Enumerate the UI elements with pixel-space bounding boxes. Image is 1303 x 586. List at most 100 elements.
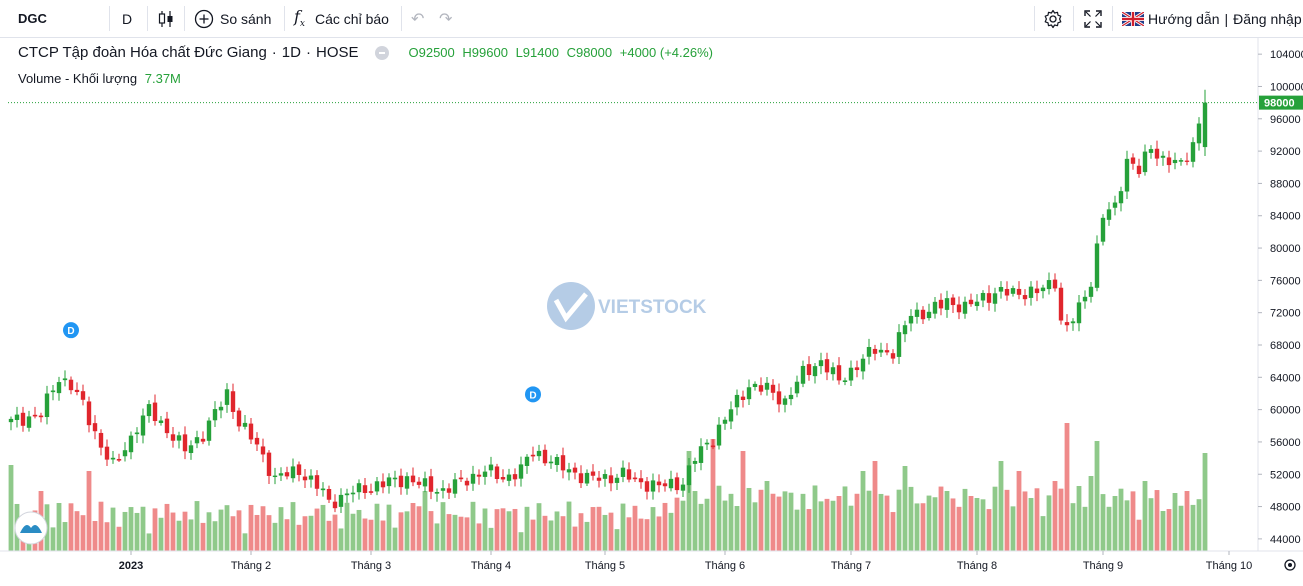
candle-body — [1190, 142, 1196, 162]
candle-body — [794, 381, 800, 394]
candle-body — [992, 293, 998, 304]
close-value: C98000 — [566, 45, 613, 60]
volume-bar — [1106, 506, 1112, 551]
candle-body — [770, 384, 776, 393]
volume-bar — [602, 514, 608, 551]
volume-bar — [746, 487, 752, 551]
volume-bar — [824, 498, 830, 551]
candle-body — [638, 478, 644, 483]
volume-bar — [488, 527, 494, 551]
volume-bar — [734, 506, 740, 551]
candle-body — [938, 299, 944, 309]
interval-button[interactable]: D — [122, 10, 133, 27]
symbol-field[interactable]: DGC — [18, 11, 47, 26]
company-name: CTCP Tập đoàn Hóa chất Đức Giang — [18, 44, 267, 61]
plus-circle-icon — [194, 9, 214, 28]
volume-bar — [614, 529, 620, 551]
volume-bar — [662, 502, 668, 551]
candle-body — [326, 489, 332, 500]
volume-bar — [224, 505, 230, 551]
settings-button[interactable] — [1043, 0, 1063, 37]
legend-dot: · — [305, 44, 311, 61]
x-tick-label: Tháng 6 — [705, 560, 745, 572]
redo-icon[interactable]: ↷ — [439, 10, 453, 28]
collapse-minus-icon[interactable] — [374, 45, 389, 60]
x-tick-label: Tháng 10 — [1206, 560, 1252, 572]
top-toolbar: DGC D So sánh fx Các chỉ báo ↶ ↷ — [0, 0, 1303, 38]
candle-body — [752, 383, 758, 388]
high-value: H99600 — [462, 45, 508, 60]
volume-bar — [404, 511, 410, 551]
volume-bar — [530, 519, 536, 551]
candle-body — [290, 466, 296, 479]
volume-bar — [566, 501, 572, 551]
volume-bar — [254, 514, 260, 551]
volume-bar — [800, 493, 806, 551]
candle-body — [200, 438, 206, 442]
volume-bar — [590, 507, 596, 551]
candle-body — [692, 460, 698, 464]
y-tick-label: 88000 — [1270, 178, 1301, 190]
candle-body — [986, 293, 992, 303]
volume-bar — [1130, 491, 1136, 551]
login-link[interactable]: Đăng nhập — [1233, 10, 1302, 27]
y-tick-label: 64000 — [1270, 372, 1301, 384]
compare-button[interactable]: So sánh — [194, 0, 271, 37]
candle-body — [1070, 321, 1076, 324]
volume-bar — [770, 493, 776, 551]
candle-body — [668, 478, 674, 489]
candle-body — [572, 467, 578, 473]
fullscreen-button[interactable] — [1083, 0, 1103, 37]
volume-bar — [620, 503, 626, 551]
volume-bar — [1166, 509, 1172, 551]
volume-bar — [392, 527, 398, 551]
volume-bar — [638, 518, 644, 551]
volume-bar — [1178, 505, 1184, 551]
candle-body — [788, 394, 794, 400]
volume-bar — [272, 522, 278, 551]
indicators-button[interactable]: fx Các chỉ báo — [294, 0, 389, 37]
x-tick-label: Tháng 2 — [231, 560, 271, 572]
candle-body — [428, 476, 434, 492]
candle-body — [302, 476, 308, 481]
volume-bar — [194, 501, 200, 551]
candle-body — [704, 442, 710, 445]
volume-bar — [92, 520, 98, 551]
volume-bar — [398, 512, 404, 551]
candle-body — [44, 393, 50, 418]
candle-body — [380, 481, 386, 488]
candle-style-button[interactable] — [157, 0, 175, 37]
volume-bar — [782, 491, 788, 551]
volume-bar — [920, 503, 926, 551]
help-link[interactable]: Hướng dẫn | Đăng nhập — [1122, 0, 1302, 37]
volume-bar — [1148, 498, 1154, 551]
y-tick-label: 92000 — [1270, 146, 1301, 158]
y-tick-label: 80000 — [1270, 243, 1301, 255]
candle-body — [842, 380, 848, 382]
volume-bar — [926, 495, 932, 551]
undo-icon[interactable]: ↶ — [411, 10, 425, 28]
volume-bar — [932, 497, 938, 551]
candle-body — [1010, 288, 1016, 294]
candle-body — [932, 301, 938, 314]
volume-bar — [452, 514, 458, 551]
volume-bar — [188, 519, 194, 551]
candle-body — [1130, 157, 1136, 164]
volume-bar — [368, 519, 374, 551]
volume-bar — [872, 461, 878, 551]
candle-body — [782, 398, 788, 405]
y-tick-label: 72000 — [1270, 308, 1301, 320]
volume-bar — [1142, 481, 1148, 551]
divider — [1073, 6, 1074, 31]
candle-body — [56, 382, 62, 394]
volume-bar — [512, 508, 518, 551]
volume-bar — [494, 509, 500, 551]
candle-body — [866, 347, 872, 357]
candle-body — [614, 477, 620, 483]
volume-bar — [206, 512, 212, 551]
candle-body — [74, 389, 80, 393]
x-tick-label: Tháng 7 — [831, 560, 871, 572]
logo-wave — [20, 524, 42, 533]
volume-bar — [806, 509, 812, 551]
